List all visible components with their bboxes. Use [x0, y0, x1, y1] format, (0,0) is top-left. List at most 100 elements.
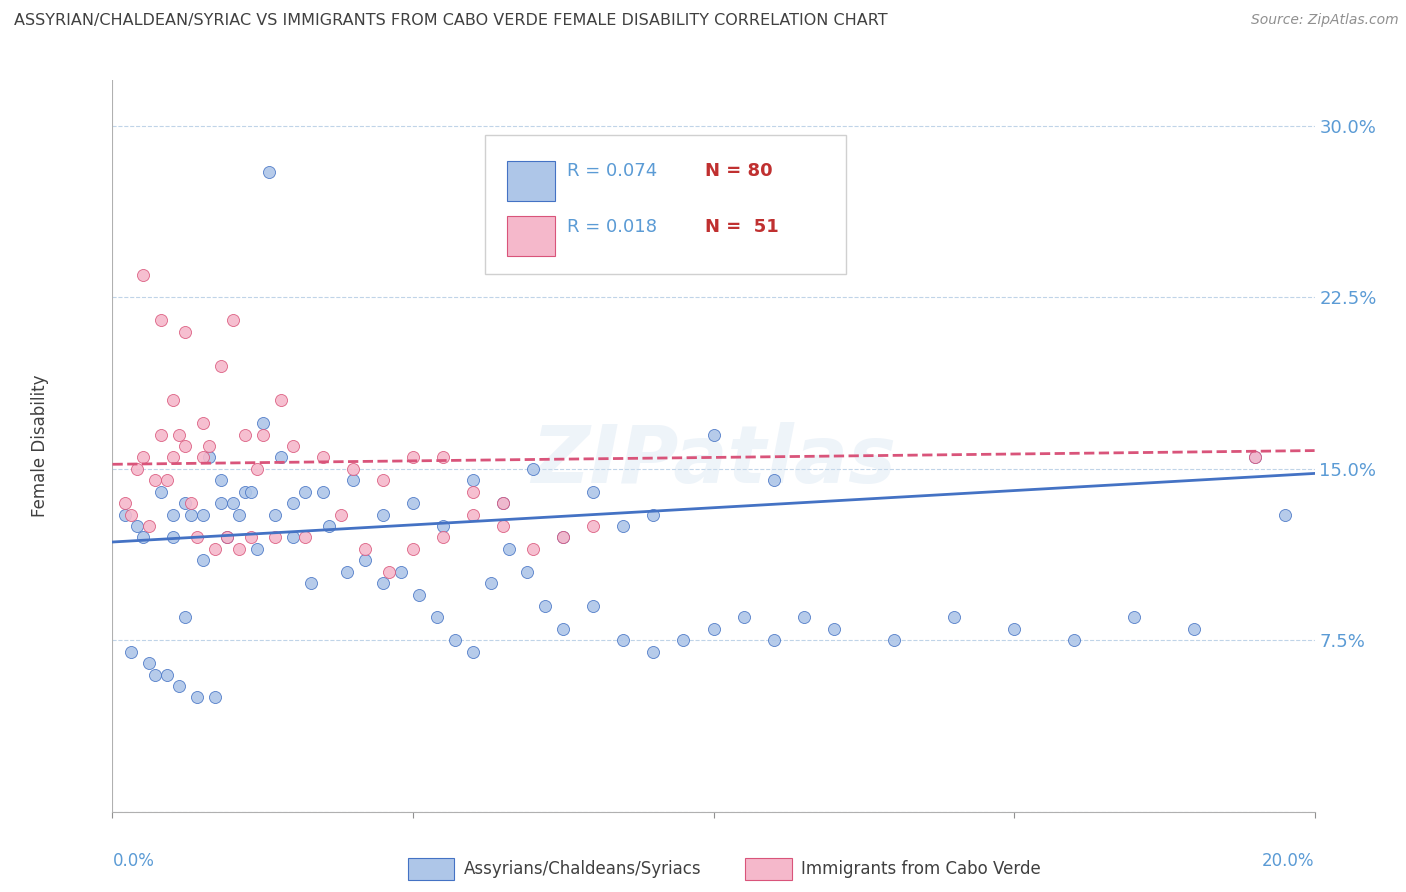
Point: [239, 530, 262, 544]
Point: [143, 473, 166, 487]
Point: [263, 508, 285, 522]
Text: 20.0%: 20.0%: [1263, 852, 1315, 870]
Point: [173, 496, 195, 510]
Point: [228, 541, 250, 556]
Point: [233, 427, 256, 442]
Point: [270, 450, 292, 465]
Point: [167, 679, 190, 693]
Point: [492, 496, 515, 510]
Point: [354, 553, 377, 567]
Point: [408, 588, 430, 602]
Point: [294, 530, 316, 544]
Point: [167, 427, 190, 442]
Point: [522, 541, 544, 556]
Text: Source: ZipAtlas.com: Source: ZipAtlas.com: [1251, 13, 1399, 28]
Point: [492, 519, 515, 533]
Point: [534, 599, 557, 613]
Point: [186, 530, 208, 544]
Point: [252, 416, 274, 430]
Point: [281, 530, 304, 544]
Point: [162, 530, 184, 544]
Point: [270, 393, 292, 408]
Point: [257, 164, 280, 178]
Point: [120, 645, 142, 659]
Point: [149, 427, 172, 442]
Point: [461, 473, 484, 487]
Point: [461, 645, 484, 659]
Point: [114, 496, 136, 510]
Text: ZIPatlas: ZIPatlas: [531, 422, 896, 500]
Point: [402, 450, 425, 465]
Point: [432, 530, 454, 544]
Point: [125, 519, 148, 533]
Point: [209, 473, 232, 487]
Point: [426, 610, 449, 624]
Point: [191, 450, 214, 465]
Point: [522, 462, 544, 476]
Point: [516, 565, 538, 579]
Text: 0.0%: 0.0%: [112, 852, 155, 870]
Point: [222, 313, 245, 327]
Point: [582, 599, 605, 613]
Point: [114, 508, 136, 522]
Point: [582, 484, 605, 499]
FancyBboxPatch shape: [485, 136, 846, 274]
Text: Immigrants from Cabo Verde: Immigrants from Cabo Verde: [801, 860, 1042, 878]
Point: [191, 508, 214, 522]
Point: [702, 427, 725, 442]
Point: [702, 622, 725, 636]
Point: [553, 530, 575, 544]
Point: [263, 530, 285, 544]
Point: [1274, 508, 1296, 522]
Point: [942, 610, 965, 624]
Point: [733, 610, 755, 624]
Point: [432, 519, 454, 533]
Point: [371, 473, 394, 487]
Point: [155, 667, 177, 681]
Point: [155, 473, 177, 487]
Point: [342, 473, 364, 487]
Point: [186, 690, 208, 705]
Point: [209, 359, 232, 373]
Point: [389, 565, 412, 579]
Text: Assyrians/Chaldeans/Syriacs: Assyrians/Chaldeans/Syriacs: [464, 860, 702, 878]
Point: [204, 690, 226, 705]
Point: [612, 519, 634, 533]
Point: [479, 576, 502, 591]
Point: [281, 496, 304, 510]
Point: [342, 462, 364, 476]
Point: [138, 519, 160, 533]
Point: [492, 496, 515, 510]
Point: [312, 484, 335, 499]
Point: [883, 633, 905, 648]
Point: [215, 530, 238, 544]
Point: [553, 622, 575, 636]
Point: [228, 508, 250, 522]
Point: [461, 508, 484, 522]
Point: [553, 530, 575, 544]
Point: [371, 576, 394, 591]
Text: R = 0.074: R = 0.074: [567, 162, 657, 180]
Point: [1123, 610, 1146, 624]
Point: [582, 519, 605, 533]
Point: [299, 576, 322, 591]
Point: [294, 484, 316, 499]
Point: [281, 439, 304, 453]
Point: [793, 610, 815, 624]
Point: [336, 565, 359, 579]
Point: [149, 313, 172, 327]
Point: [378, 565, 401, 579]
Point: [191, 416, 214, 430]
Point: [643, 645, 665, 659]
Point: [233, 484, 256, 499]
Point: [173, 439, 195, 453]
Point: [762, 473, 785, 487]
Point: [461, 484, 484, 499]
FancyBboxPatch shape: [506, 161, 555, 201]
FancyBboxPatch shape: [506, 216, 555, 256]
Point: [312, 450, 335, 465]
Point: [191, 553, 214, 567]
Point: [162, 450, 184, 465]
Point: [209, 496, 232, 510]
Point: [354, 541, 377, 556]
